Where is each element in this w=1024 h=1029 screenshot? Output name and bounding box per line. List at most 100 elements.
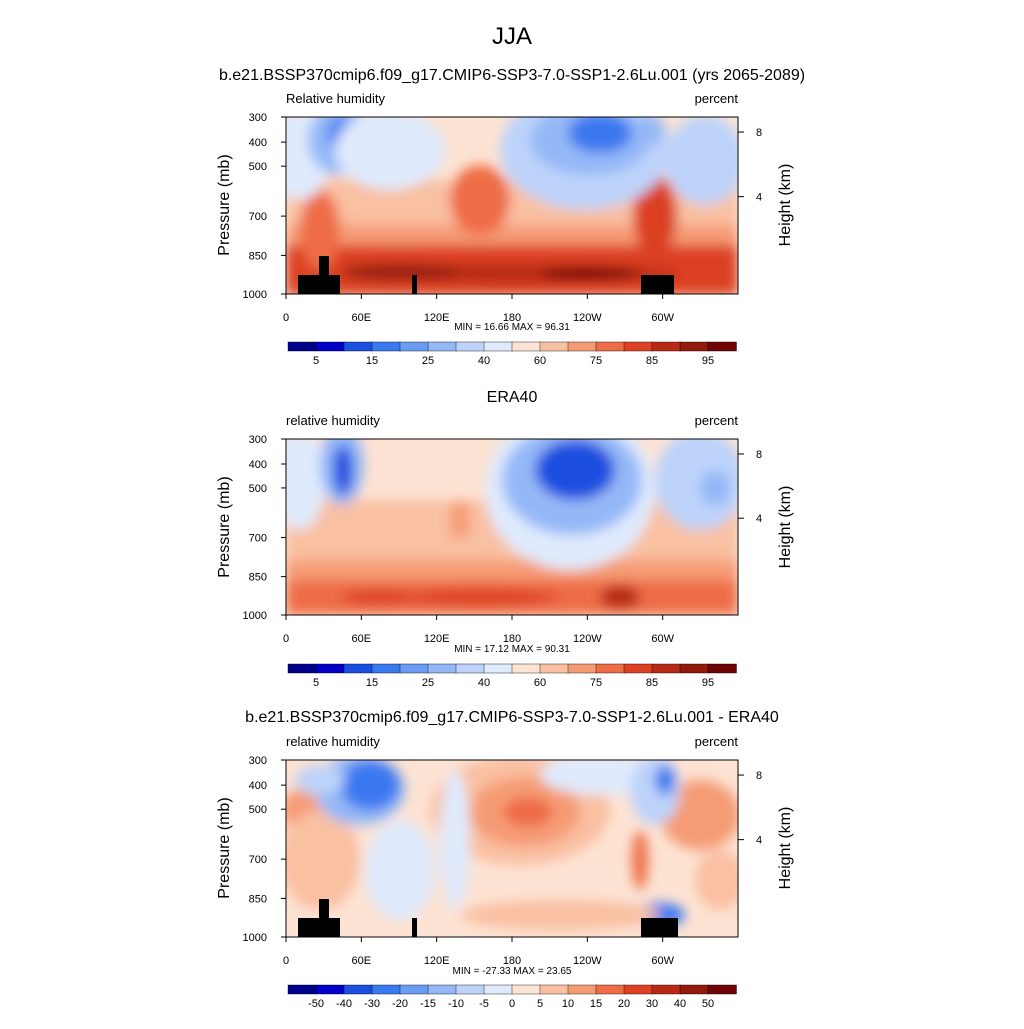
right-label: percent — [695, 413, 739, 428]
y-axis-label: Pressure (mb) — [216, 797, 233, 898]
colorbar-swatch — [483, 341, 513, 352]
colorbar: -50 -40 -30 -20 -15 -10 -5 0 5 10 15 20 30 40 50 — [287, 984, 737, 1010]
colorbar-label: 0 — [509, 998, 515, 1010]
colorbar-swatch — [427, 341, 457, 352]
panel-title: ERA40 — [487, 389, 538, 406]
colorbar-swatch — [651, 984, 681, 995]
x-tick-label: 60E — [352, 955, 372, 967]
contour-field — [286, 439, 738, 615]
y-ticks-right: 84 — [738, 770, 762, 847]
colorbar-label: -50 — [308, 998, 324, 1010]
y-axis-label-right: Height (km) — [777, 486, 794, 569]
y-ticks: 300 400 500 700 850 1000 — [243, 755, 286, 944]
x-tick-label: 0 — [283, 955, 289, 967]
colorbar-swatch — [287, 984, 317, 995]
x-tick-label: 60E — [352, 633, 372, 645]
colorbar-swatch — [651, 663, 681, 674]
colorbar-swatch — [371, 663, 401, 674]
y-tick-label: 400 — [249, 780, 267, 792]
colorbar-swatch — [511, 984, 541, 995]
colorbar-swatch — [343, 663, 373, 674]
colorbar-label: 40 — [478, 677, 490, 689]
contour-field — [286, 760, 738, 937]
colorbar-label: 95 — [702, 677, 714, 689]
colorbar-swatch — [287, 663, 317, 674]
colorbar-swatch — [315, 341, 345, 352]
colorbar-label: 5 — [537, 998, 543, 1010]
y-tick-label: 300 — [249, 112, 267, 124]
stats-text: MIN = 16.66 MAX = 96.31 — [454, 322, 570, 333]
y-right-tick-label: 4 — [756, 192, 762, 204]
colorbar-label: -40 — [336, 998, 352, 1010]
right-label: percent — [695, 734, 739, 749]
colorbar-swatch — [371, 341, 401, 352]
colorbar-label: 10 — [562, 998, 574, 1010]
colorbar-label: 75 — [590, 677, 602, 689]
colorbar-swatch — [651, 341, 681, 352]
panel-difference: b.e21.BSSP370cmip6.f09_g17.CMIP6-SSP3-7.… — [216, 709, 794, 1010]
y-tick-label: 300 — [249, 755, 267, 767]
colorbar-label: 15 — [590, 998, 602, 1010]
colorbar-label: 5 — [313, 677, 319, 689]
colorbar-swatch — [427, 663, 457, 674]
colorbar-swatch — [399, 341, 429, 352]
colorbar-label: 30 — [646, 998, 658, 1010]
y-tick-label: 400 — [249, 137, 267, 149]
colorbar-swatch — [455, 341, 485, 352]
colorbar: 5 15 25 40 60 75 85 95 — [287, 663, 737, 689]
colorbar-label: 40 — [478, 355, 490, 367]
terrain-mask — [298, 256, 674, 294]
y-tick-label: 700 — [249, 533, 267, 545]
y-ticks-right: 84 — [738, 449, 762, 525]
y-ticks: 300 400 500 700 850 1000 — [243, 112, 286, 301]
y-axis-label: Pressure (mb) — [216, 154, 233, 255]
colorbar-swatch — [343, 984, 373, 995]
panel-title: b.e21.BSSP370cmip6.f09_g17.CMIP6-SSP3-7.… — [245, 709, 779, 726]
y-tick-label: 700 — [249, 854, 267, 866]
colorbar-swatch — [679, 984, 709, 995]
colorbar-swatch — [623, 984, 653, 995]
colorbar-swatch — [567, 341, 597, 352]
colorbar-swatch — [399, 663, 429, 674]
panel-era40: ERA40 relative humidity percent — [216, 389, 794, 689]
stats-text: MIN = -27.33 MAX = 23.65 — [453, 966, 572, 977]
season-title: JJA — [492, 23, 532, 50]
x-tick-label: 180 — [503, 312, 521, 324]
right-label: percent — [695, 91, 739, 106]
colorbar-swatch — [707, 663, 737, 674]
y-axis-label-right: Height (km) — [777, 807, 794, 890]
colorbar-swatch — [567, 663, 597, 674]
colorbar-label: 75 — [590, 355, 602, 367]
colorbar-label: -5 — [479, 998, 489, 1010]
x-ticks: 0 60E 120E 180 120W 60W — [283, 615, 675, 645]
x-tick-label: 60W — [651, 955, 674, 967]
colorbar-swatch — [539, 663, 569, 674]
x-tick-label: 60W — [651, 312, 674, 324]
y-tick-label: 700 — [249, 211, 267, 223]
x-tick-label: 120W — [573, 955, 602, 967]
colorbar-swatch — [371, 984, 401, 995]
stats-text: MIN = 17.12 MAX = 90.31 — [454, 644, 570, 655]
colorbar-swatch — [595, 663, 625, 674]
colorbar-swatch — [623, 341, 653, 352]
colorbar-label: 40 — [674, 998, 686, 1010]
colorbar-swatch — [595, 341, 625, 352]
colorbar-swatch — [287, 341, 317, 352]
x-tick-label: 180 — [503, 955, 521, 967]
colorbar-swatch — [511, 341, 541, 352]
y-tick-label: 400 — [249, 459, 267, 471]
x-ticks: 0 60E 120E 180 120W 60W — [283, 937, 675, 967]
colorbar-label: 85 — [646, 677, 658, 689]
y-axis-label: Pressure (mb) — [216, 476, 233, 577]
colorbar-label: 25 — [422, 355, 434, 367]
colorbar-swatch — [511, 663, 541, 674]
colorbar-swatch — [707, 341, 737, 352]
colorbar-swatch — [315, 663, 345, 674]
colorbar-label: 85 — [646, 355, 658, 367]
left-label: Relative humidity — [286, 91, 385, 106]
y-tick-label: 1000 — [243, 932, 267, 944]
colorbar-label: 20 — [618, 998, 630, 1010]
y-tick-label: 850 — [249, 250, 267, 262]
y-right-tick-label: 8 — [756, 449, 762, 461]
